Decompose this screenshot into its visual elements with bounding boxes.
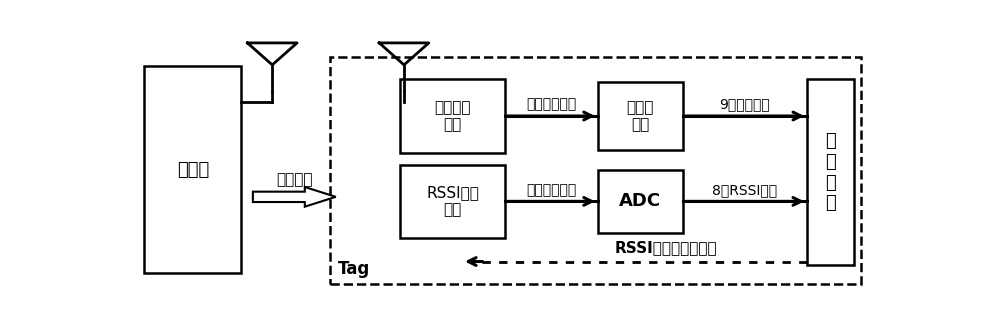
Text: 阅读器: 阅读器 (177, 161, 209, 179)
Text: 温度传感
电路: 温度传感 电路 (434, 100, 471, 132)
Text: 直流电压信号: 直流电压信号 (526, 183, 576, 197)
Text: RSSI检测
电路: RSSI检测 电路 (426, 185, 479, 218)
Bar (400, 79, 505, 153)
Bar (144, 66, 241, 273)
Bar (400, 165, 505, 238)
Bar (598, 82, 683, 150)
Text: 检测序列: 检测序列 (276, 172, 313, 187)
Text: 8位RSSI信号: 8位RSSI信号 (712, 183, 778, 197)
Text: RSSI信号和温度信息: RSSI信号和温度信息 (614, 240, 717, 255)
Text: 异步计
数器: 异步计 数器 (627, 100, 654, 132)
Polygon shape (253, 187, 336, 207)
Text: 数
字
基
带: 数 字 基 带 (825, 132, 836, 212)
Text: ADC: ADC (619, 193, 661, 210)
Text: Tag: Tag (338, 260, 370, 278)
Text: 直流电压信号: 直流电压信号 (526, 97, 576, 111)
Bar (330, 57, 861, 284)
Bar (807, 79, 854, 265)
Bar (598, 170, 683, 233)
Text: 9位温度信息: 9位温度信息 (720, 97, 770, 111)
